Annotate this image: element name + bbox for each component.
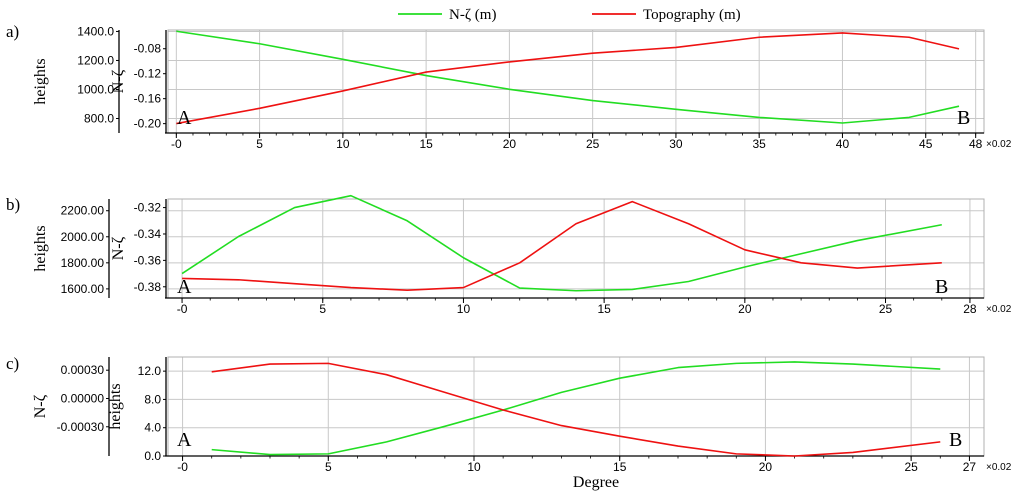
heights-axis-label: heights <box>32 225 49 271</box>
x-tick-label: 20 <box>503 137 517 151</box>
x-tick-label: 25 <box>586 137 600 151</box>
n-zeta-axis-tick-label: -0.38 <box>134 280 162 294</box>
heights-axis-tick-label: 1800.00 <box>61 256 105 270</box>
x-tick-label: 10 <box>467 460 481 474</box>
panel-3: c) -0 5 10 15 20 25 27 ×0.02 -0.00030 0.00000 0.000… <box>6 354 1012 474</box>
x-tick-label: 10 <box>336 137 350 151</box>
legend-label: N-ζ (m) <box>449 7 496 23</box>
heights-axis-tick-label: 800.0 <box>84 111 114 125</box>
heights-axis-tick-label: 1600.00 <box>61 282 105 296</box>
series-line-n-zeta <box>176 30 960 124</box>
n-zeta-axis-tick-label: 0.00000 <box>61 391 105 405</box>
n-zeta-axis-tick-label: -0.20 <box>134 117 162 131</box>
point-a-label: A <box>177 429 192 451</box>
x-tick-label: 40 <box>836 137 850 151</box>
series-line-topography <box>211 362 941 457</box>
panel-1: a) -0 5 10 15 20 25 30 35 40 45 48 ×0.02 800.0 1000.0 1… <box>6 22 1012 151</box>
heights-axis-tick-label: 2000.00 <box>61 230 105 244</box>
n-zeta-axis-tick-label: -0.00030 <box>57 420 105 434</box>
series-line-n-zeta <box>181 194 942 292</box>
heights-axis-tick-label: 4.0 <box>144 421 161 435</box>
point-a-label: A <box>177 107 192 129</box>
point-b-label: B <box>957 107 970 129</box>
panel-label: c) <box>6 354 19 373</box>
x-tick-label: 45 <box>919 137 933 151</box>
x-axis-title: Degree <box>573 474 619 491</box>
heights-axis-tick-label: 12.0 <box>138 364 162 378</box>
panel-label: b) <box>6 195 20 214</box>
plot-frame <box>167 356 985 457</box>
x-multiplier: ×0.02 <box>986 462 1012 473</box>
panel-2: b) -0 5 10 15 20 25 28 ×0.02 1600.00 1800.00 2000.0… <box>6 194 1012 316</box>
x-tick-label: 20 <box>759 460 773 474</box>
heights-axis-label: heights <box>107 383 124 429</box>
series-line-n-zeta <box>211 361 941 456</box>
x-tick-label: 30 <box>669 137 683 151</box>
series-line-topography <box>176 32 960 125</box>
n-zeta-axis-tick-label: -0.36 <box>134 253 162 267</box>
x-tick-label: -0 <box>177 302 188 316</box>
x-tick-label: 5 <box>319 302 326 316</box>
heights-axis-tick-label: 0.0 <box>144 449 161 463</box>
point-a-label: A <box>177 276 192 298</box>
n-zeta-axis-label: N-ζ <box>110 236 127 260</box>
x-tick-label: 10 <box>457 302 471 316</box>
x-tick-label: 25 <box>904 460 918 474</box>
x-tick-label: -0 <box>177 460 188 474</box>
panel-label: a) <box>6 22 19 41</box>
n-zeta-axis-tick-label: 0.00030 <box>61 363 105 377</box>
x-tick-label: -0 <box>171 137 182 151</box>
x-tick-label: 25 <box>879 302 893 316</box>
x-tick-label: 20 <box>738 302 752 316</box>
x-tick-label: 15 <box>419 137 433 151</box>
x-tick-label: 27 <box>963 460 977 474</box>
heights-axis-tick-label: 1200.0 <box>77 53 114 67</box>
n-zeta-axis-label: N-ζ <box>110 69 127 93</box>
x-tick-label: 5 <box>325 460 332 474</box>
x-tick-label: 35 <box>753 137 767 151</box>
heights-axis-tick-label: 2200.00 <box>61 204 105 218</box>
n-zeta-axis-label: N-ζ <box>32 394 49 418</box>
x-tick-label: 28 <box>963 302 977 316</box>
x-tick-label: 15 <box>613 460 627 474</box>
heights-axis-label: heights <box>32 58 49 104</box>
n-zeta-axis-tick-label: -0.08 <box>134 42 162 56</box>
point-b-label: B <box>949 429 962 451</box>
x-tick-label: 5 <box>256 137 263 151</box>
heights-axis-tick-label: 1400.0 <box>77 24 114 38</box>
x-tick-label: 15 <box>597 302 611 316</box>
n-zeta-axis-tick-label: -0.32 <box>134 201 162 215</box>
series-line-topography <box>182 200 942 291</box>
plot-frame <box>167 29 985 134</box>
heights-axis-tick-label: 8.0 <box>144 392 161 406</box>
n-zeta-axis-tick-label: -0.34 <box>134 227 162 241</box>
x-multiplier: ×0.02 <box>986 304 1012 315</box>
legend-label: Topography (m) <box>643 7 741 23</box>
point-b-label: B <box>935 276 948 298</box>
x-multiplier: ×0.02 <box>986 139 1012 150</box>
n-zeta-axis-tick-label: -0.12 <box>134 67 162 81</box>
x-tick-label: 48 <box>969 137 983 151</box>
heights-axis-tick-label: 1000.0 <box>77 82 114 96</box>
n-zeta-axis-tick-label: -0.16 <box>134 92 162 106</box>
